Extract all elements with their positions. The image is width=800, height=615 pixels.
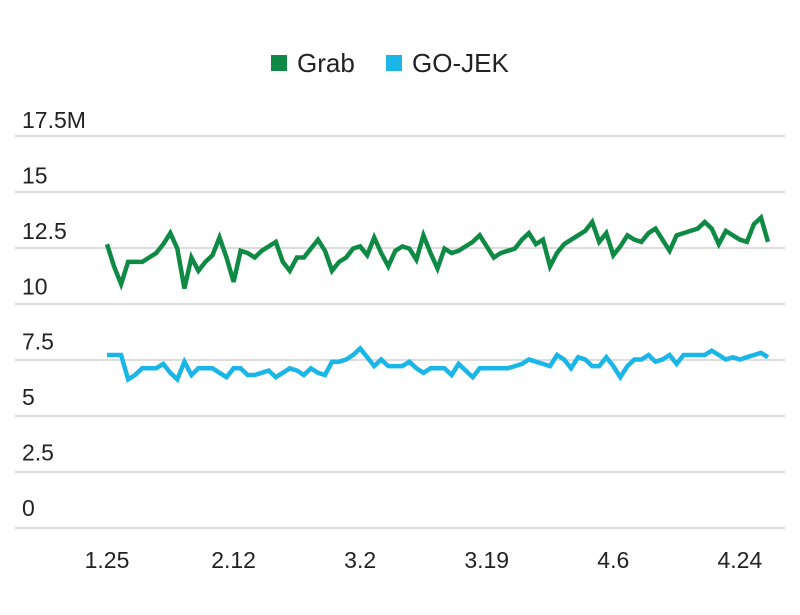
y-tick-label: 10	[22, 273, 48, 299]
y-tick-label: 2.5	[22, 440, 54, 466]
legend: Grab GO-JEK	[271, 48, 509, 78]
y-tick-label: 7.5	[22, 329, 54, 355]
x-tick-label: 2.12	[211, 547, 256, 573]
x-tick-label: 4.24	[717, 547, 762, 573]
y-tick-label: 0	[22, 495, 35, 521]
legend-swatch-grab	[271, 55, 287, 71]
series-line-gojek	[107, 345, 770, 384]
x-tick-label: 1.25	[85, 547, 130, 573]
x-tick-label: 3.2	[344, 547, 376, 573]
x-tick-label: 4.6	[597, 547, 629, 573]
legend-label-grab: Grab	[297, 48, 355, 78]
y-tick-label: 15	[22, 162, 48, 188]
y-axis-tick-labels: 0 2.5 5 7.5 10 12.5 15 17.5M	[22, 107, 86, 521]
x-tick-label: 3.19	[464, 547, 509, 573]
series-line-grab	[104, 213, 771, 291]
x-axis-tick-labels: 1.25 2.12 3.2 3.19 4.6 4.24	[85, 547, 763, 573]
legend-label-gojek: GO-JEK	[412, 48, 509, 78]
gridlines	[15, 135, 785, 529]
y-tick-label: 12.5	[22, 218, 67, 244]
legend-swatch-gojek	[386, 55, 402, 71]
y-tick-label: 17.5M	[22, 107, 86, 133]
y-tick-label: 5	[22, 384, 35, 410]
series-lines	[104, 213, 771, 384]
